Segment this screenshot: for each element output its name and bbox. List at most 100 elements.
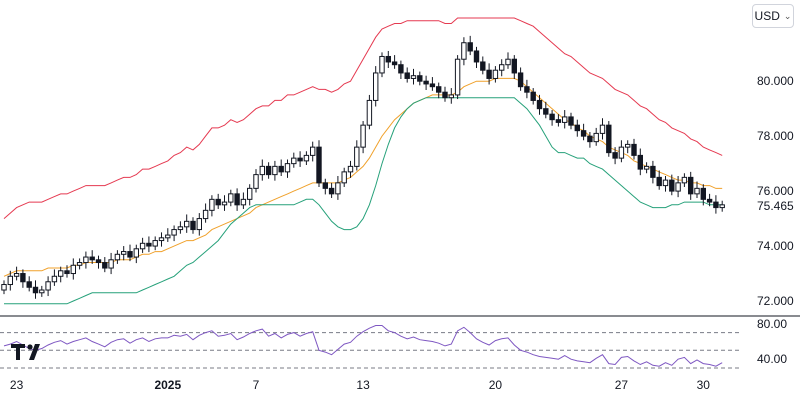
time-axis: 23 2025 7 13 20 27 30 <box>10 378 710 392</box>
candle <box>259 159 266 181</box>
candle <box>297 151 303 167</box>
candle <box>247 184 253 206</box>
price-tick-label: 80.000 <box>757 74 794 88</box>
candle <box>618 140 625 163</box>
candle <box>681 173 688 187</box>
candle <box>13 266 20 281</box>
candle <box>643 162 650 174</box>
candle <box>505 52 511 69</box>
candle <box>398 60 404 79</box>
currency-label: USD <box>754 9 780 23</box>
candle <box>322 178 329 195</box>
candle <box>64 265 70 278</box>
candle <box>404 67 410 83</box>
candle <box>108 252 114 275</box>
candle <box>511 55 517 79</box>
rsi-tick-label: 80.00 <box>757 317 787 331</box>
candle <box>454 55 461 100</box>
candle <box>675 175 681 198</box>
candle <box>385 50 392 69</box>
candle <box>354 140 360 171</box>
candle <box>133 244 140 264</box>
candle <box>656 170 662 190</box>
candle <box>265 162 272 179</box>
candle <box>599 118 606 140</box>
candle <box>202 203 209 223</box>
candle <box>373 66 379 107</box>
candle <box>139 237 146 253</box>
candle <box>328 182 335 198</box>
candle <box>580 123 587 141</box>
candle <box>165 228 171 242</box>
candle <box>146 236 152 253</box>
candle <box>278 159 284 176</box>
candle <box>171 225 177 242</box>
candle <box>574 119 580 137</box>
last-price-label: 75.465 <box>757 199 794 213</box>
candle <box>152 236 158 251</box>
candle <box>467 35 473 56</box>
candle <box>549 110 555 126</box>
time-tick-label: 30 <box>697 378 711 392</box>
candle <box>158 232 165 247</box>
candle <box>436 82 442 99</box>
candle <box>631 138 637 160</box>
time-tick-label: 7 <box>253 378 260 392</box>
candle <box>719 200 725 212</box>
middle-band-line <box>3 77 723 277</box>
candle <box>51 269 58 286</box>
candle <box>593 127 599 146</box>
rsi-line <box>3 325 723 367</box>
candle <box>121 246 127 261</box>
price-tick-label: 72.000 <box>757 294 794 308</box>
candlestick-series <box>1 35 725 299</box>
candle <box>341 167 347 187</box>
candle <box>536 94 543 115</box>
candle <box>39 285 45 297</box>
lower-band-line <box>4 97 723 305</box>
candle <box>272 160 278 181</box>
candle <box>240 192 247 209</box>
candle <box>58 266 64 283</box>
candle <box>669 174 675 196</box>
candle <box>568 112 574 130</box>
candle <box>196 213 203 236</box>
candle <box>102 257 108 273</box>
time-tick-label: 27 <box>615 378 629 392</box>
chevron-down-icon: ⌄ <box>783 10 792 21</box>
candle <box>89 250 95 264</box>
candle <box>335 175 341 200</box>
candle <box>517 67 524 91</box>
candle <box>706 193 713 207</box>
candle <box>221 195 228 211</box>
candle <box>606 121 612 157</box>
candle <box>417 71 423 86</box>
time-tick-label: 23 <box>10 378 24 392</box>
price-tick-label: 74.000 <box>757 239 794 253</box>
candle <box>127 244 133 262</box>
time-tick-label: 13 <box>356 378 370 392</box>
candle <box>662 175 669 192</box>
candle <box>423 75 429 90</box>
candle <box>429 77 436 91</box>
candle <box>253 169 259 193</box>
candle <box>473 46 480 69</box>
candle <box>543 101 549 119</box>
candle <box>700 184 706 206</box>
candle <box>530 88 536 105</box>
candle <box>70 258 76 280</box>
candle <box>20 269 26 288</box>
candle <box>291 152 297 168</box>
candle <box>391 55 398 69</box>
price-axis: 72.000 74.000 76.000 78.000 80.000 <box>757 74 794 308</box>
candle <box>524 79 530 99</box>
candle <box>114 250 121 264</box>
currency-selector[interactable]: USD ⌄ <box>752 4 794 28</box>
price-tick-label: 78.000 <box>757 129 794 143</box>
candle <box>234 188 240 211</box>
candle <box>492 66 499 83</box>
candle <box>215 193 221 209</box>
candle <box>76 258 83 270</box>
candle <box>366 94 373 130</box>
